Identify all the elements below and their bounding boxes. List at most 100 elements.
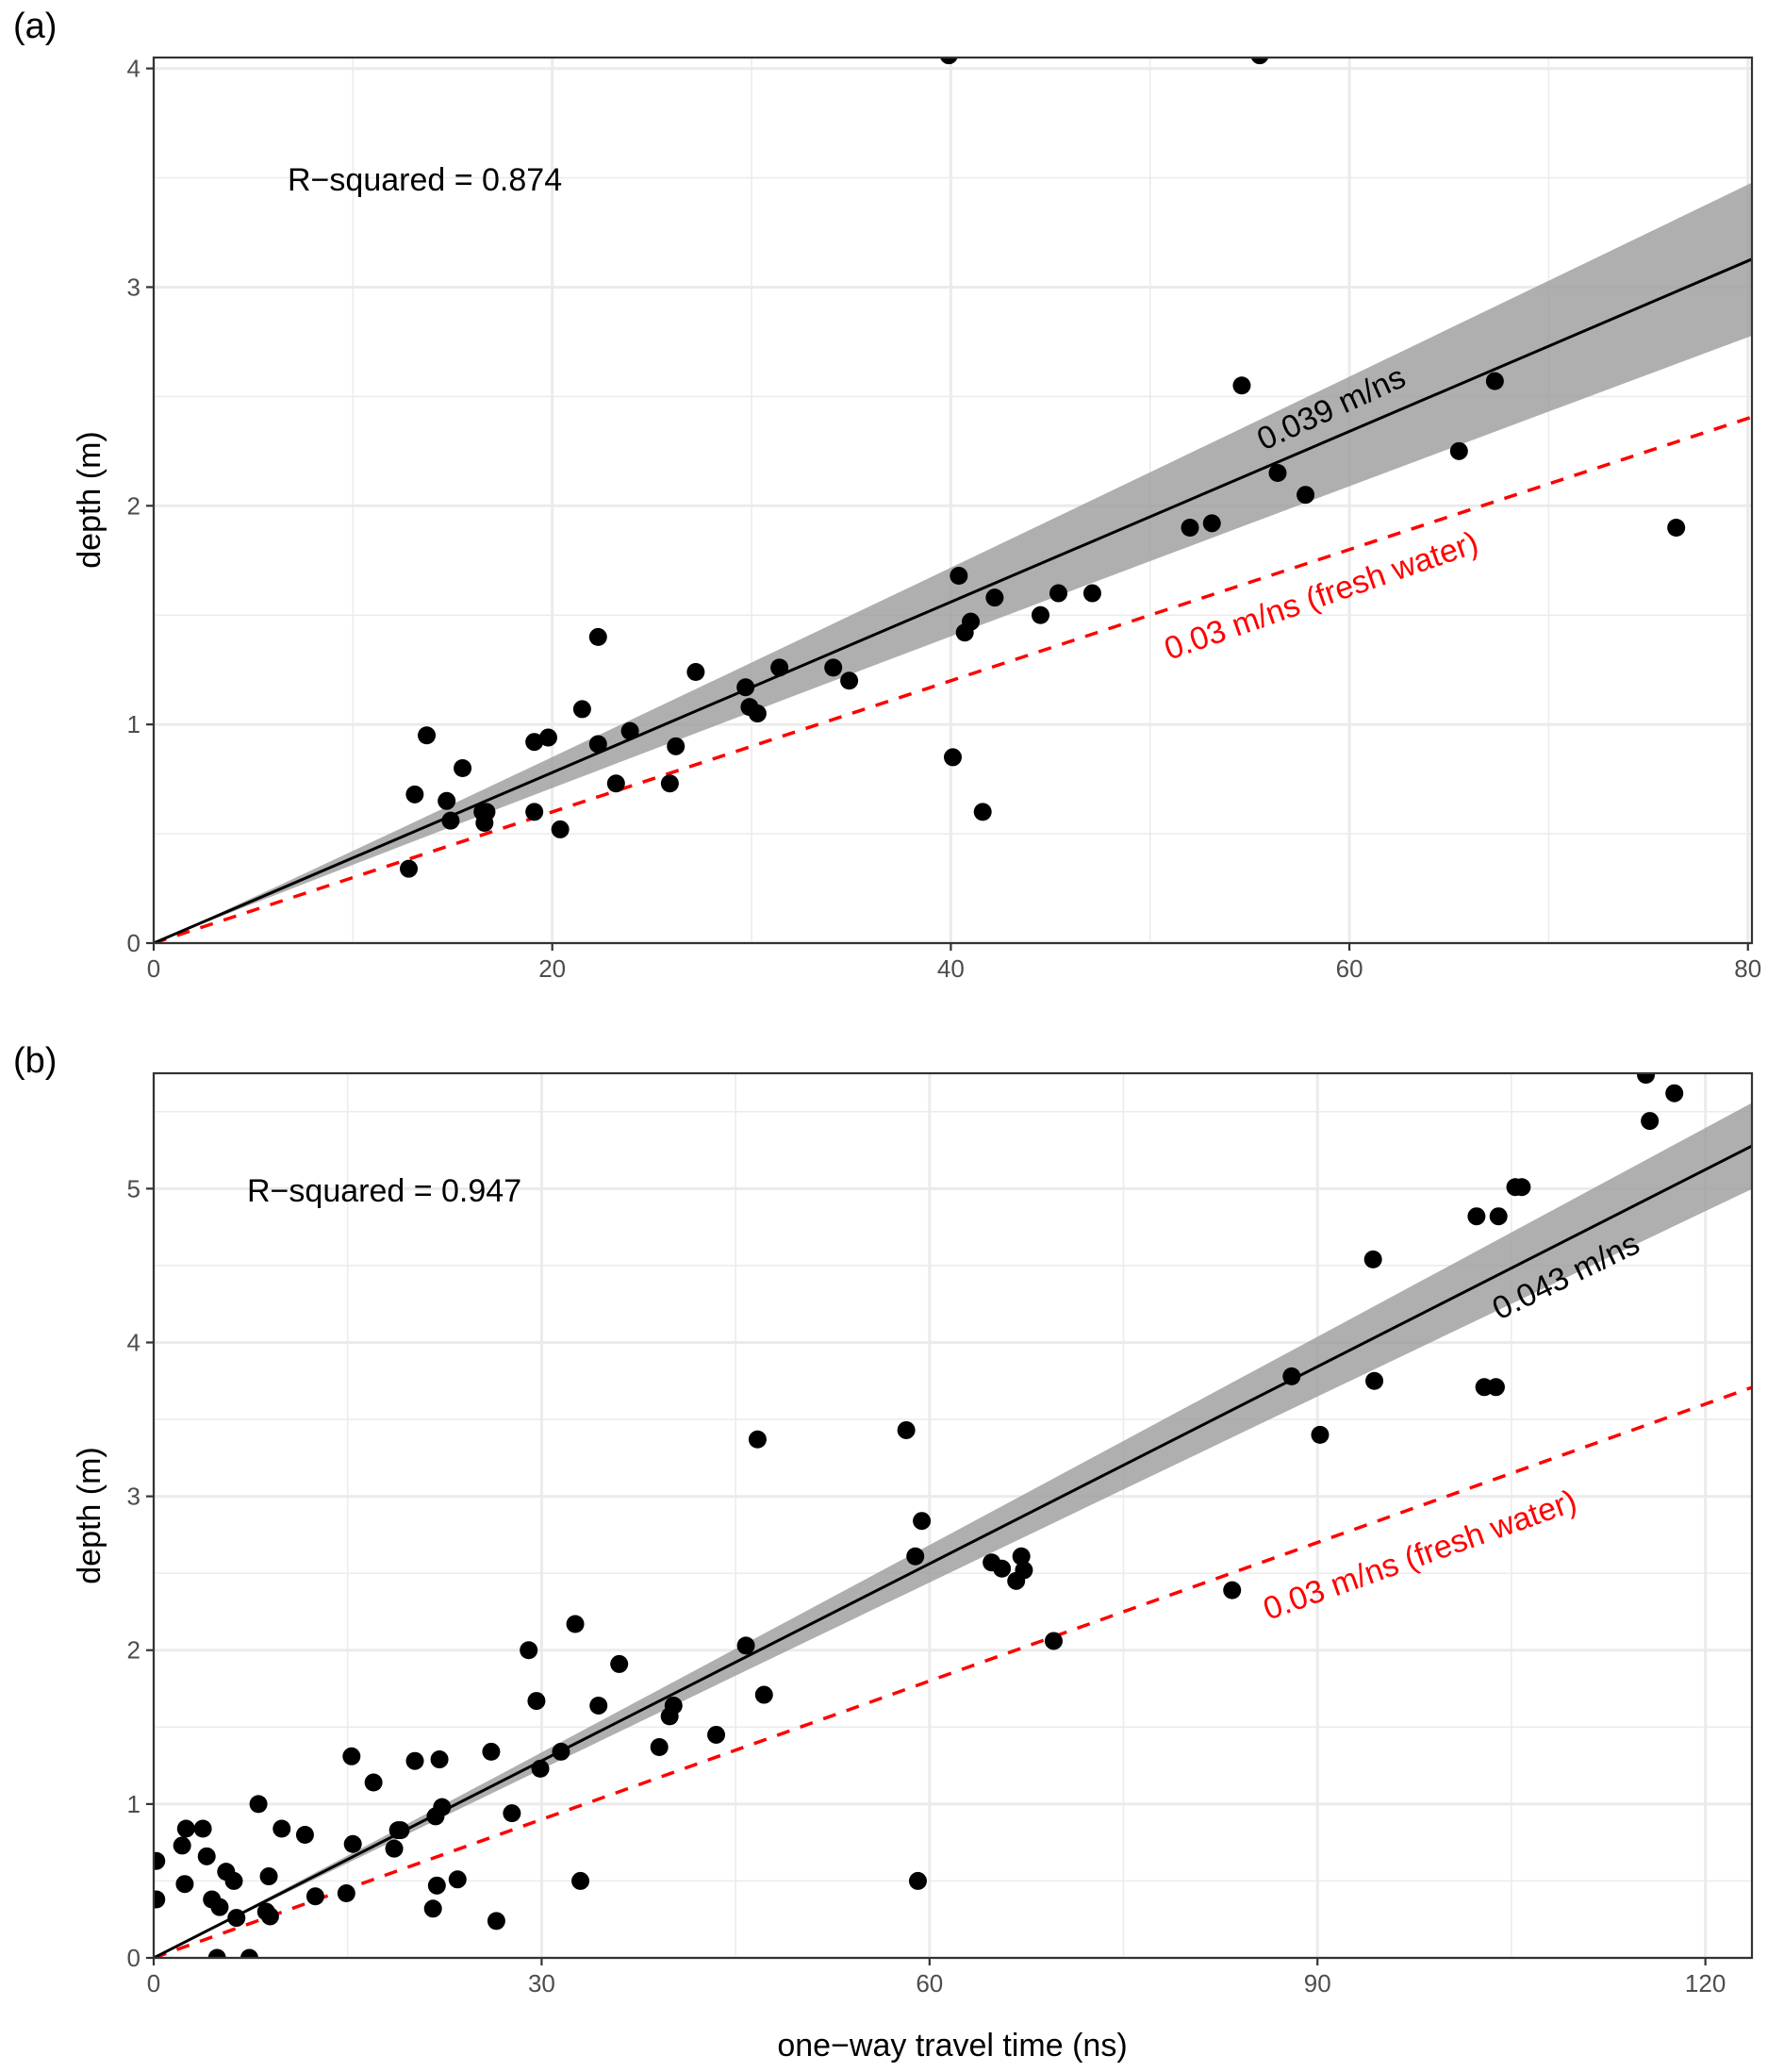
data-point: [1049, 584, 1068, 603]
data-point: [1044, 1632, 1063, 1650]
data-point: [207, 1948, 226, 1958]
data-point: [418, 726, 437, 745]
data-point: [1667, 518, 1686, 537]
fit-line-path: [154, 257, 1752, 943]
data-point: [572, 700, 591, 719]
panel-b-grid: [152, 1073, 1752, 1960]
x-tick-label: 0: [147, 1969, 160, 1997]
x-tick-label: 60: [1336, 954, 1363, 983]
data-point: [487, 1912, 505, 1931]
data-point: [1031, 605, 1049, 624]
data-point: [385, 1839, 404, 1858]
data-point: [1665, 1084, 1684, 1102]
data-point: [405, 1751, 424, 1770]
data-point: [748, 704, 767, 723]
data-point: [430, 1750, 449, 1769]
y-tick-label: 0: [127, 1944, 140, 1972]
data-point: [993, 1559, 1012, 1578]
data-point: [273, 1819, 291, 1838]
data-point: [210, 1898, 229, 1916]
data-point: [260, 1907, 279, 1926]
data-point: [295, 1825, 314, 1844]
y-tick-label: 3: [127, 273, 140, 301]
data-point: [1467, 1207, 1486, 1226]
data-point: [364, 1773, 383, 1792]
data-point: [154, 1851, 166, 1870]
data-point: [154, 1890, 166, 1909]
panel-a-r-squared: R−squared = 0.874: [288, 162, 562, 198]
y-tick-label: 2: [127, 491, 140, 520]
data-point: [227, 1909, 246, 1928]
data-point: [173, 1836, 191, 1855]
x-tick-label: 60: [916, 1969, 943, 1997]
data-point: [950, 566, 968, 585]
x-tick-label: 30: [528, 1969, 555, 1997]
data-point: [906, 1547, 925, 1566]
data-point: [525, 733, 544, 752]
data-point: [259, 1867, 278, 1886]
data-point: [538, 728, 557, 747]
panel-a-frame: [152, 56, 1754, 945]
y-tick-label: 1: [127, 710, 140, 738]
panel-a: (a) 0 20 40 60 80 0 1 2 3 4 depth (m) R−squared …: [13, 7, 1761, 983]
data-point: [1181, 518, 1199, 537]
data-point: [1641, 1112, 1660, 1131]
data-point: [1232, 376, 1251, 395]
panel-a-x-ticks: 0 20 40 60 80: [147, 943, 1761, 983]
panel-border: [152, 56, 1754, 945]
data-point: [551, 820, 570, 838]
data-point: [482, 1742, 501, 1761]
data-point: [985, 588, 1004, 607]
data-point: [748, 1430, 767, 1449]
data-point: [1311, 1425, 1330, 1444]
panel-b-reference-line: [154, 1385, 1752, 1958]
panel-a-y-ticks: 0 1 2 3 4: [127, 55, 154, 957]
panel-b-x-ticks: 0 30 60 90 120: [147, 1958, 1726, 1997]
data-point: [197, 1847, 216, 1865]
panel-b-r-squared: R−squared = 0.947: [247, 1173, 521, 1209]
panel-b-x-axis-title: one−way travel time (ns): [777, 2028, 1127, 2064]
data-point: [427, 1876, 446, 1895]
x-tick-label: 90: [1304, 1969, 1331, 1997]
data-point: [566, 1615, 585, 1633]
panel-a-fit-line: [154, 257, 1752, 943]
data-point: [840, 671, 859, 690]
data-point: [589, 1696, 608, 1715]
data-point: [475, 813, 494, 832]
data-point: [588, 735, 607, 754]
data-point: [620, 721, 639, 740]
panel-b: (b) 0 30 60 90 120 0 1 2 3 4 5 depth (m) one−way …: [13, 1041, 1754, 2064]
data-point: [1282, 1367, 1301, 1385]
data-point: [667, 737, 686, 755]
data-point: [1202, 514, 1221, 533]
fit-line-path: [154, 1144, 1752, 1958]
panel-a-y-axis-title: depth (m): [72, 431, 107, 569]
y-tick-label: 5: [127, 1174, 140, 1202]
data-point: [391, 1821, 410, 1840]
data-point: [1512, 1178, 1531, 1197]
data-point: [249, 1795, 268, 1814]
data-point: [193, 1819, 212, 1838]
data-point: [441, 811, 460, 830]
data-point: [527, 1692, 546, 1711]
data-point: [1489, 1207, 1508, 1226]
panel-border: [152, 1071, 1754, 1960]
y-tick-label: 0: [127, 929, 140, 957]
data-point: [1449, 441, 1468, 460]
data-point: [1012, 1547, 1031, 1566]
data-point: [1485, 372, 1504, 390]
x-tick-label: 80: [1734, 954, 1761, 983]
y-tick-label: 2: [127, 1636, 140, 1665]
data-point: [176, 1819, 195, 1838]
panel-a-points: [400, 58, 1686, 878]
data-point: [940, 58, 958, 65]
data-point: [962, 612, 981, 631]
data-point: [1250, 58, 1269, 65]
data-point: [423, 1899, 442, 1918]
data-point: [770, 658, 789, 677]
y-tick-label: 4: [127, 55, 140, 83]
plot-background: [154, 1073, 1752, 1958]
data-point: [525, 803, 544, 821]
x-tick-label: 0: [147, 954, 160, 983]
data-point: [1082, 584, 1101, 603]
